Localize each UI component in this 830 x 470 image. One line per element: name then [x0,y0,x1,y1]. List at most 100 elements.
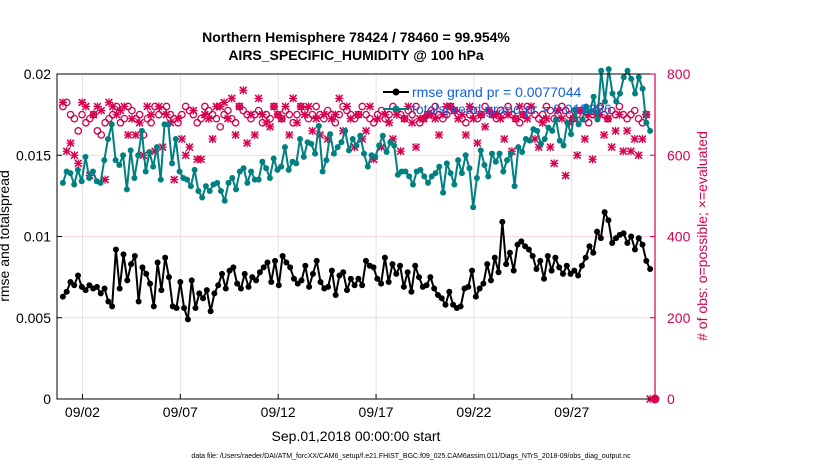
obs-possible-point [105,114,113,123]
obs-possible-point [143,114,152,123]
series-point-totalspread [345,147,352,154]
obs-evaluated-point [304,102,313,111]
series-point-totalspread [440,189,447,196]
obs-evaluated-point [480,122,490,131]
series-point-rmse [241,270,248,277]
series-point-rmse [192,305,199,311]
series-point-rmse [582,254,589,261]
series-point-totalspread [601,98,608,105]
series-point-totalspread [496,150,503,157]
x-tick-label-5: 09/27 [554,404,589,420]
chart-subtitle: AIRS_SPECIFIC_HUMIDITY @ 100 hPa [228,47,484,63]
series-point-totalspread [157,176,164,183]
series-point-totalspread [511,183,518,190]
series-point-rmse [256,269,263,276]
series-point-rmse [264,259,271,266]
obs-possible-point [70,114,79,123]
series-point-rmse [154,259,161,266]
series-point-rmse [309,270,316,277]
legend-marker-totalspread [392,105,400,113]
x-axis-ticks: 09/02 09/07 09/12 09/17 09/22 09/27 [65,394,590,420]
series-point-rmse [431,285,438,292]
series-point-totalspread [176,168,183,175]
series-point-totalspread [507,150,514,157]
series-point-rmse [165,274,172,281]
series-point-totalspread [466,165,473,172]
obs-possible-point [546,106,555,115]
series-point-totalspread [120,152,127,159]
series-point-rmse [563,262,570,269]
series-point-totalspread [195,188,202,194]
series-point-totalspread [605,66,612,73]
obs-evaluated-point [170,175,179,184]
obs-evaluated-point [292,118,302,127]
obs-evaluated-point [285,130,294,140]
obs-evaluated-point [89,110,98,119]
obs-evaluated-point [527,102,536,111]
series-point-rmse [150,303,157,310]
obs-possible-point [607,106,616,115]
x-tick-label-1: 09/07 [163,404,198,420]
series-point-rmse [393,270,400,277]
series-point-rmse [442,301,449,308]
obs-possible-point [85,114,94,123]
series-point-totalspread [67,170,74,177]
series-point-rmse [412,262,419,269]
series-point-totalspread [59,179,66,186]
series-point-totalspread [297,136,304,142]
series-point-rmse [631,246,638,253]
obs-possible-point [208,110,217,119]
obs-possible-point [369,118,378,127]
obs-possible-point [323,106,332,115]
series-point-rmse [484,261,491,268]
series-point-totalspread [556,137,563,144]
series-point-totalspread [406,173,413,180]
series-point-rmse [143,270,150,277]
obs-evaluated-point [289,94,298,103]
obs-possible-point [293,110,301,119]
obs-possible-point [561,106,570,115]
obs-evaluated-point [239,86,248,95]
series-point-rmse [109,303,116,310]
series-point-rmse [597,235,604,242]
obs-possible-point [224,106,232,115]
series-point-rmse [480,280,487,287]
series-point-totalspread [300,153,307,160]
series-point-totalspread [357,132,364,139]
series-point-totalspread [470,204,477,211]
series-point-totalspread [330,150,337,157]
series-point-totalspread [575,121,582,128]
series-point-totalspread [639,85,646,92]
series-point-totalspread [74,166,81,173]
series-point-rmse [469,267,476,274]
obs-evaluated-point [496,114,505,123]
series-point-rmse [378,280,385,287]
series-point-rmse [518,238,525,245]
series-point-rmse [427,274,434,281]
series-point-totalspread [353,142,360,149]
series-point-rmse [541,275,548,282]
obs-evaluated-point [296,102,305,111]
series-point-totalspread [564,119,571,126]
series-point-totalspread [361,150,368,157]
series-point-rmse [306,283,313,290]
series-point-totalspread [86,175,93,181]
obs-evaluated-point [603,114,612,123]
series-point-totalspread [376,142,383,149]
obs-count-layer [58,86,660,404]
obs-possible-point [465,110,474,119]
obs-evaluated-point [365,102,375,111]
series-point-totalspread [425,179,432,186]
series-point-rmse [128,261,135,268]
series-point-rmse [302,262,309,269]
series-point-rmse [162,254,169,261]
obs-evaluated-point [546,143,555,152]
y-right-tick-label-2: 400 [667,229,691,245]
series-point-rmse [313,257,320,264]
obs-evaluated-point [626,147,635,156]
obs-evaluated-point [588,155,597,164]
series-point-totalspread [455,157,462,164]
series-point-rmse [59,293,66,300]
series-point-rmse [279,253,286,259]
series-point-totalspread [255,176,262,183]
